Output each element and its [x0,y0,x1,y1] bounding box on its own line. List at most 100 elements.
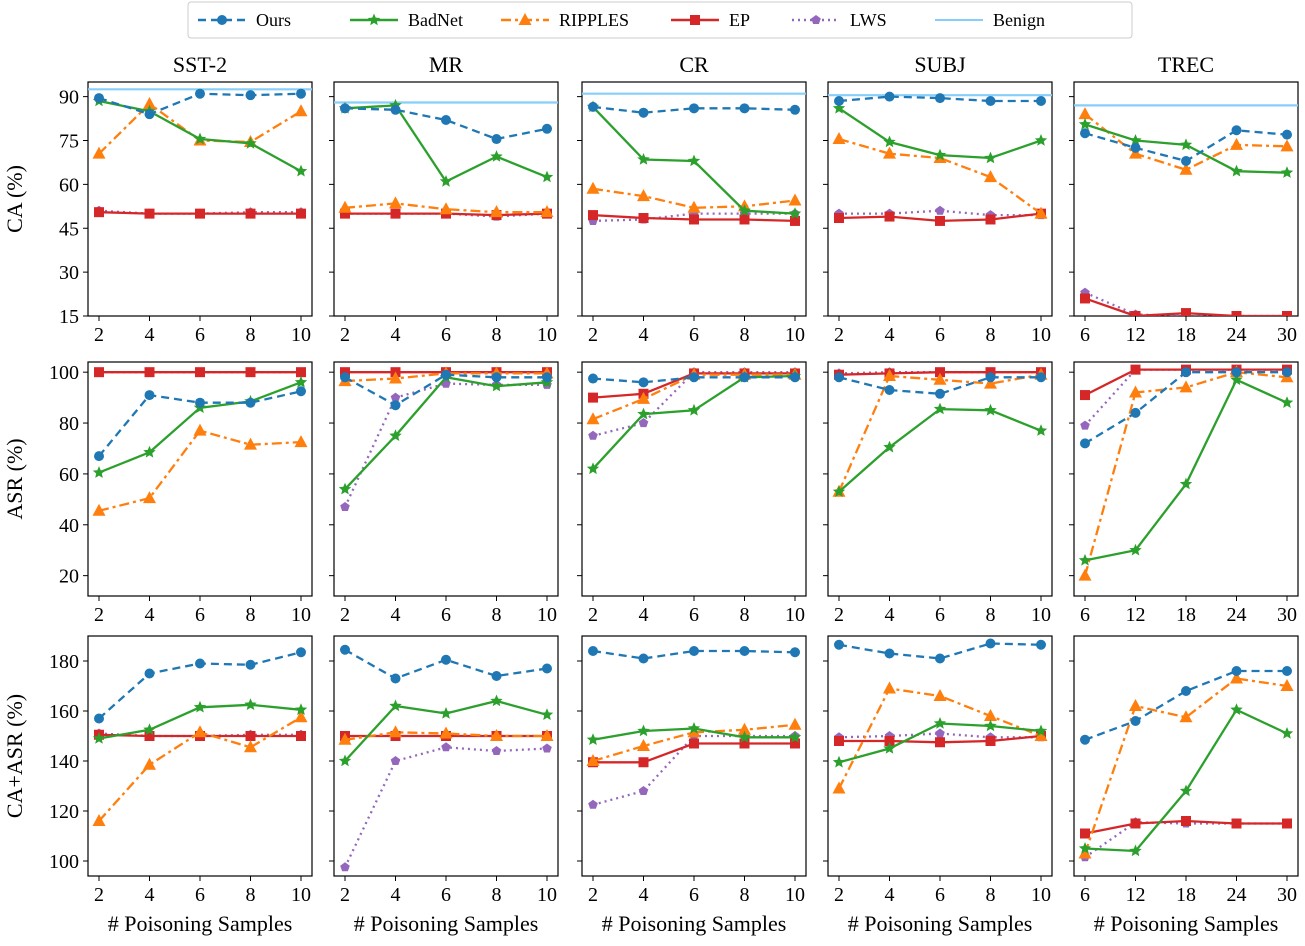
plot-area [586,367,802,475]
legend-label-benign: Benign [993,10,1045,30]
data-point-badnet [1078,117,1092,130]
data-point-lws [935,205,945,215]
data-point-ripples [832,781,846,794]
x-tick-label: 10 [1031,324,1051,346]
plot-area [338,366,554,511]
data-point-ripples [637,391,650,404]
panel-cr-row-2: 2 4 6 8 10 [577,361,807,626]
series-ripples [586,181,802,213]
series-badnet [586,722,802,745]
y-tick-label: 90 [59,87,79,109]
series-lws [340,742,552,872]
data-point-ripples [637,189,650,202]
x-axis-title: # Poisoning Samples [354,911,539,936]
data-point-badnet [92,466,106,478]
legend-box [187,1,1133,39]
data-point-ep [638,757,649,768]
series-line-ours [592,376,795,384]
data-point-ep [1231,818,1242,829]
data-point-badnet [1280,727,1294,739]
plot-area [828,91,1052,226]
data-point-badnet [933,402,947,415]
data-point-ep [1080,390,1090,401]
x-tick-label: 2 [340,604,350,626]
plot-area [92,647,308,826]
data-point-ours [195,658,205,669]
data-point-ours [1036,639,1046,650]
y-tick-label: 20 [59,566,79,588]
panel-mr-row-1: MR 2 4 6 8 10 [329,52,559,346]
data-point-ep [834,213,844,224]
y-tick-label: 100 [49,851,79,873]
x-tick-label: 10 [537,604,557,626]
data-point-ep [245,731,256,741]
data-point-badnet [338,482,352,495]
legend-marker-ripples [518,13,532,25]
x-tick-label: 10 [291,604,311,626]
data-point-badnet [1230,164,1243,177]
data-point-ripples [984,170,997,183]
data-point-lws [935,728,945,738]
data-point-ours [1130,407,1141,418]
data-point-ours [94,93,104,104]
series-ep [94,207,306,219]
data-point-ours [491,134,502,145]
data-point-ep [144,208,155,219]
panel-frame [581,81,807,317]
plot-area [832,638,1048,794]
series-badnet [1078,373,1294,566]
data-point-ep [638,213,649,224]
data-point-ours [340,103,350,114]
data-point-ep [1231,311,1242,316]
legend-marker-lws [811,15,821,24]
data-point-ours [1181,686,1191,696]
data-point-ours [1282,129,1292,140]
x-tick-label: 6 [689,324,699,346]
series-line-ours [344,107,548,141]
data-point-lws [588,799,598,809]
x-tick-label: 8 [740,884,750,906]
legend-entry-ripples: RIPPLES [501,10,629,30]
x-tick-label: 8 [740,604,750,626]
data-point-ours [94,713,104,724]
panel-subj-row-3: 2 4 6 8 10 # Poisoning Samples [823,635,1053,936]
series-line-lws [839,209,1041,217]
data-point-ours [1181,155,1191,166]
x-tick-label: 10 [785,884,805,906]
x-tick-label: 10 [785,604,805,626]
x-tick-label: 8 [492,324,502,346]
data-point-ours [390,104,401,115]
y-axis-title-row-2: ASR (%) [2,438,27,519]
data-point-ours [491,372,502,383]
x-tick-label: 10 [785,324,805,346]
data-point-ours [1181,367,1191,378]
data-point-ours [390,673,401,684]
data-point-badnet [832,485,846,497]
series-line-ripples [98,102,302,155]
series-badnet [1078,117,1294,178]
x-tick-label: 2 [834,324,844,346]
data-point-ep [94,367,104,378]
series-ours [1080,666,1292,745]
legend-marker-ep [690,15,700,25]
data-point-badnet [1129,844,1142,857]
data-point-badnet [193,700,207,713]
data-point-ep [296,367,306,378]
x-tick-label: 6 [935,604,945,626]
x-tick-label: 2 [340,324,350,346]
data-point-ours [245,397,256,408]
plot-area [1074,104,1298,316]
x-tick-label: 2 [834,604,844,626]
x-tick-label: 6 [1080,884,1090,906]
legend: Ours BadNet RIPPLES EP LWS Benign [187,1,1133,39]
legend-entry-benign: Benign [935,10,1045,30]
data-point-ours [935,93,945,104]
x-tick-label: 8 [492,604,502,626]
x-tick-label: 30 [1277,884,1297,906]
series-line-lws [98,209,301,215]
data-point-ripples [1179,162,1193,175]
series-badnet [338,694,554,767]
x-tick-label: 6 [689,884,699,906]
data-point-ours [834,372,844,383]
